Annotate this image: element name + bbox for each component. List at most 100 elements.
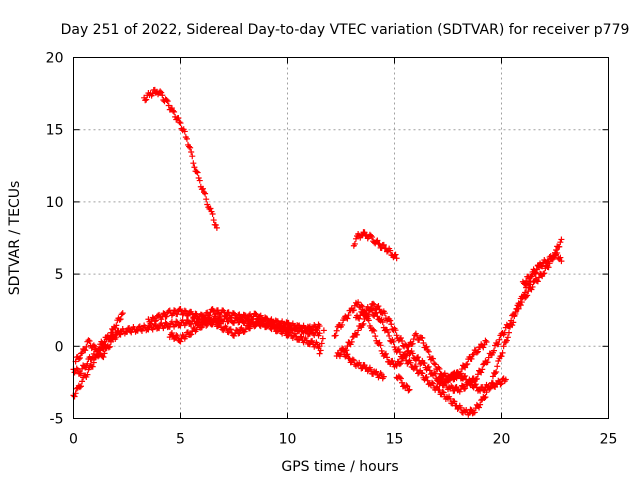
data-point (462, 364, 469, 371)
data-point (348, 338, 355, 345)
data-point (558, 258, 565, 265)
data-point (352, 235, 359, 242)
data-point (396, 361, 403, 368)
data-point (344, 343, 351, 350)
data-point (309, 327, 316, 334)
data-point (397, 375, 404, 382)
data-point (404, 383, 411, 390)
data-point (485, 354, 492, 361)
data-point (374, 313, 381, 320)
data-point (468, 379, 475, 386)
data-point (213, 224, 220, 231)
data-point (313, 326, 320, 333)
data-point (535, 274, 542, 281)
data-point (158, 89, 165, 96)
data-point (225, 309, 232, 316)
data-point (540, 270, 547, 277)
data-point (428, 379, 435, 386)
data-point (474, 348, 481, 355)
data-point (177, 338, 184, 345)
data-point (223, 325, 230, 332)
data-point (454, 406, 461, 413)
data-point (339, 321, 346, 328)
x-tick-label: 25 (600, 432, 618, 448)
data-point (76, 384, 83, 391)
data-point (174, 311, 181, 318)
data-point (193, 326, 200, 333)
data-point (204, 201, 211, 208)
data-point (149, 314, 156, 321)
data-point (182, 333, 189, 340)
data-point (522, 281, 529, 288)
data-point (168, 105, 175, 112)
data-point (157, 88, 164, 95)
data-point (530, 279, 537, 286)
data-point (171, 336, 178, 343)
data-point (287, 329, 294, 336)
data-point (112, 325, 119, 332)
data-point (217, 320, 224, 327)
data-point (293, 333, 300, 340)
data-point (202, 314, 209, 321)
data-point (107, 329, 114, 336)
data-point (439, 388, 446, 395)
data-point (473, 349, 480, 356)
data-point (367, 366, 374, 373)
data-point (359, 322, 366, 329)
data-point (507, 321, 514, 328)
data-point (409, 340, 416, 347)
data-point (518, 299, 525, 306)
data-point (412, 363, 419, 370)
data-point (397, 334, 404, 341)
data-point (431, 369, 438, 376)
data-point (359, 303, 366, 310)
data-point (212, 221, 219, 228)
data-point (384, 354, 391, 361)
x-tick-label: 5 (176, 432, 185, 448)
series-arc-b (70, 310, 126, 400)
data-point (319, 335, 326, 342)
data-point (410, 336, 417, 343)
data-point (73, 385, 80, 392)
data-point (151, 318, 158, 325)
data-point (557, 254, 564, 261)
data-point (525, 288, 532, 295)
data-point (186, 143, 193, 150)
data-point (346, 355, 353, 362)
data-point (371, 301, 378, 308)
data-point (194, 169, 201, 176)
data-point (495, 377, 502, 384)
data-point (175, 114, 182, 121)
data-point (401, 352, 408, 359)
data-point (91, 343, 98, 350)
data-point (376, 306, 383, 313)
data-point (481, 394, 488, 401)
data-point (199, 185, 206, 192)
data-point (266, 321, 273, 328)
series-arc-g (331, 299, 490, 383)
data-point (234, 315, 241, 322)
data-point (203, 322, 210, 329)
data-point (442, 379, 449, 386)
data-point (247, 311, 254, 318)
data-point (86, 338, 93, 345)
data-point (423, 343, 430, 350)
data-point (423, 373, 430, 380)
data-point (451, 398, 458, 405)
data-point (382, 350, 389, 357)
data-point (476, 404, 483, 411)
data-point (117, 316, 124, 323)
data-point (390, 338, 397, 345)
data-point (77, 383, 84, 390)
data-point (79, 349, 86, 356)
x-axis-label: GPS time / hours (281, 459, 398, 475)
data-point (344, 315, 351, 322)
data-point (356, 315, 363, 322)
data-point (493, 368, 500, 375)
data-point (316, 330, 323, 337)
data-point (202, 190, 209, 197)
data-point (425, 348, 432, 355)
data-point (373, 368, 380, 375)
data-point (152, 317, 159, 324)
data-point (277, 325, 284, 332)
